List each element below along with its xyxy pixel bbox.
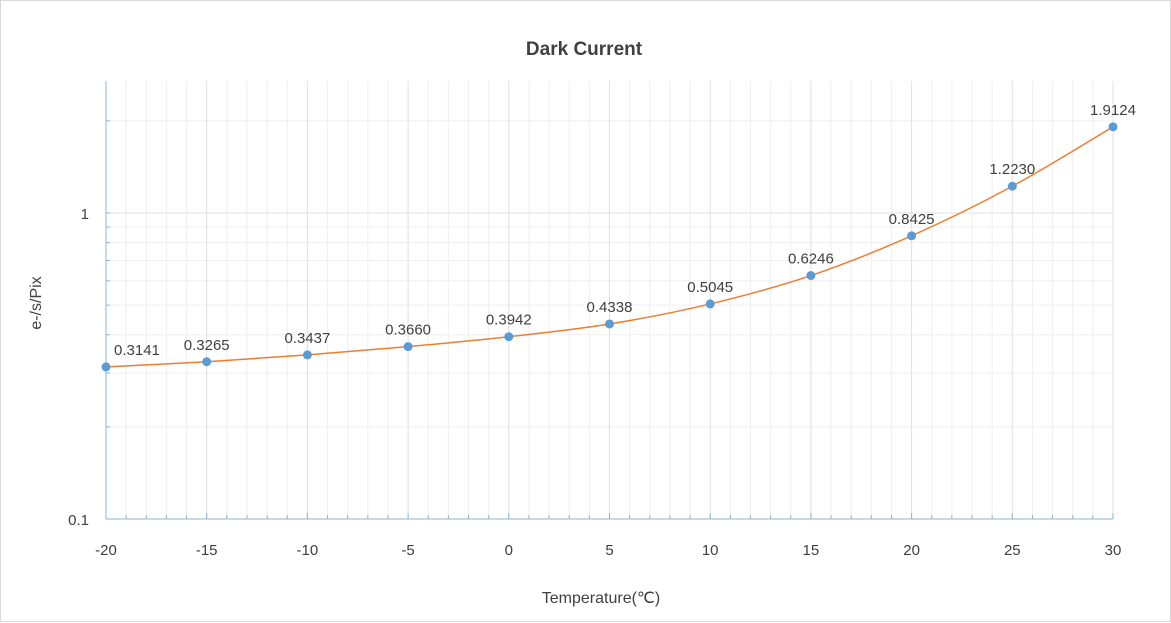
axes — [105, 81, 1114, 520]
data-point — [705, 299, 715, 309]
data-point — [403, 342, 413, 352]
x-tick-label: -10 — [297, 542, 319, 559]
data-point — [202, 357, 212, 367]
data-label: 1.2230 — [989, 161, 1035, 178]
x-tick-label: 20 — [903, 542, 920, 559]
data-labels: 0.3141 0.3265 0.3437 0.3660 0.3942 0.4338 0.50… — [114, 102, 1136, 359]
x-axis-title: Temperature(℃) — [542, 590, 660, 607]
y-tick-label: 0.1 — [68, 512, 89, 529]
data-label: 0.3265 — [184, 337, 230, 354]
data-point — [605, 319, 614, 329]
x-tick-label: 25 — [1004, 542, 1021, 559]
chart-title: Dark Current — [526, 39, 643, 60]
tick-labels: -20 -15 -10 -5 0 5 10 15 20 25 30 0.1 1 — [68, 206, 1121, 559]
data-point — [1007, 181, 1017, 191]
data-label: 1.9124 — [1090, 102, 1136, 119]
data-point — [302, 350, 312, 360]
data-label: 0.3942 — [486, 312, 532, 329]
x-tick-label: 5 — [605, 542, 613, 559]
data-label: 0.5045 — [687, 279, 733, 296]
data-label: 0.6246 — [788, 251, 834, 268]
data-label: 0.3660 — [385, 322, 431, 339]
series — [101, 122, 1118, 372]
data-point — [1108, 122, 1118, 132]
data-point — [101, 362, 111, 372]
data-label: 0.3141 — [114, 342, 160, 359]
data-point — [907, 231, 917, 241]
data-label: 0.3437 — [284, 330, 330, 347]
x-tick-label: 30 — [1105, 542, 1122, 559]
y-axis-title: e-/s/Pix — [28, 276, 45, 329]
x-tick-label: 10 — [702, 542, 719, 559]
x-tick-label: 0 — [505, 542, 513, 559]
x-tick-label: 15 — [803, 542, 820, 559]
x-tick-label: -20 — [95, 542, 117, 559]
y-tick-label: 1 — [81, 206, 89, 223]
x-tick-label: -5 — [401, 542, 414, 559]
data-point — [806, 271, 816, 281]
data-point — [504, 332, 514, 342]
data-label: 0.4338 — [587, 299, 633, 316]
data-label: 0.8425 — [889, 211, 935, 228]
x-tick-label: -15 — [196, 542, 218, 559]
